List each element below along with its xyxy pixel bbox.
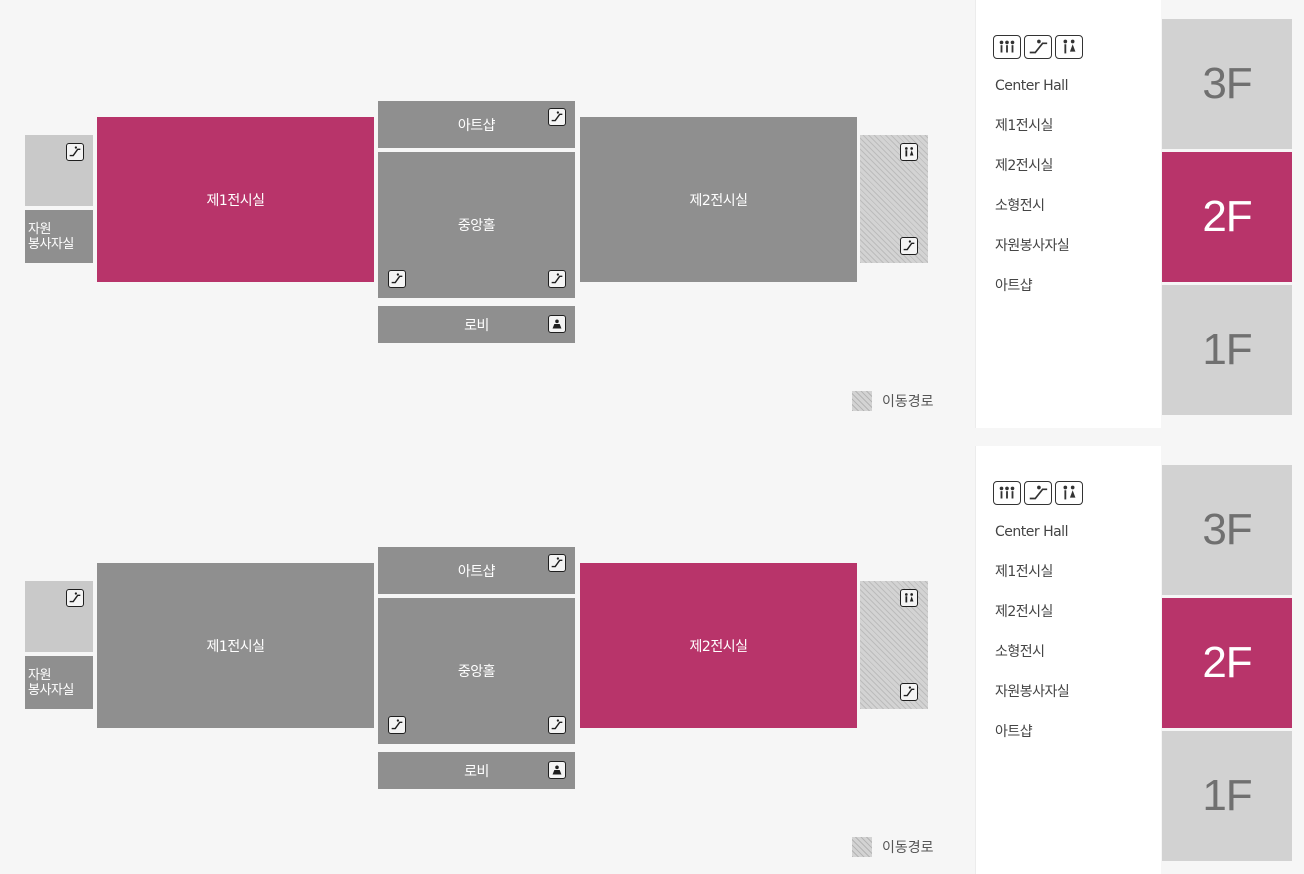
floor-button-3f[interactable]: 3F (1162, 19, 1292, 149)
floor-map-panel-1: 자원 봉사자실 제1전시실 아트샵 중앙홀 로비 제2전시실 이동경로 Cent… (0, 0, 1304, 428)
legend: 이동경로 (852, 837, 934, 857)
escalator-icon (1024, 481, 1052, 505)
escalator-area-west (25, 135, 93, 206)
legend-swatch (852, 837, 872, 857)
info-desk-icon (548, 315, 566, 333)
floor-map-panel-2: 자원 봉사자실 제1전시실 아트샵 중앙홀 로비 제2전시실 이동경로 Cent… (0, 446, 1304, 874)
central-hall[interactable]: 중앙홀 (378, 598, 575, 744)
art-shop[interactable]: 아트샵 (378, 101, 575, 148)
floor-info-item: 제2전시실 (995, 158, 1053, 174)
art-shop-label: 아트샵 (457, 117, 496, 134)
escalator-icon (900, 683, 918, 701)
exhibit-room-1[interactable]: 제1전시실 (97, 117, 374, 282)
legend-label: 이동경로 (882, 840, 934, 856)
floor-info-sidebar (976, 0, 1161, 428)
legend-swatch (852, 391, 872, 411)
floor-info-list: Center Hall 제1전시실 제2전시실 소형전시 자원봉사자실 아트샵 (995, 76, 1070, 316)
lobby-label: 로비 (464, 763, 489, 780)
central-hall-label: 중앙홀 (457, 664, 496, 680)
legend-label: 이동경로 (882, 394, 934, 410)
escalator-icon (66, 143, 84, 161)
floor-info-item: 제1전시실 (995, 564, 1053, 580)
restroom-icon (900, 143, 918, 161)
lobby[interactable]: 로비 (378, 752, 575, 789)
restroom-icon (900, 589, 918, 607)
movement-path-area (860, 581, 928, 709)
exhibit-room-1[interactable]: 제1전시실 (97, 563, 374, 728)
escalator-icon (548, 270, 566, 288)
group-restroom-icon (993, 35, 1021, 59)
escalator-icon (66, 589, 84, 607)
central-hall-label: 중앙홀 (457, 218, 496, 234)
floor-selector: 3F 2F 1F (1162, 19, 1292, 418)
escalator-icon (900, 237, 918, 255)
group-restroom-icon (993, 481, 1021, 505)
escalator-icon (1024, 35, 1052, 59)
floor-info-item: 아트샵 (995, 724, 1033, 740)
floor-info-sidebar (976, 446, 1161, 874)
escalator-area-west (25, 581, 93, 652)
floor-button-1f[interactable]: 1F (1162, 731, 1292, 861)
floor-info-item: 자원봉사자실 (995, 238, 1070, 254)
divider (975, 0, 976, 428)
escalator-icon (548, 716, 566, 734)
floor-info-item: 아트샵 (995, 278, 1033, 294)
floor-button-1f[interactable]: 1F (1162, 285, 1292, 415)
floor-info-item: 소형전시 (995, 644, 1045, 660)
movement-path-area (860, 135, 928, 263)
escalator-icon (388, 270, 406, 288)
floor-info-item: 제2전시실 (995, 604, 1053, 620)
divider (975, 446, 976, 874)
info-desk-icon (548, 761, 566, 779)
floor-info-item: Center Hall (995, 524, 1068, 540)
escalator-icon (548, 108, 566, 126)
restroom-icon (1055, 35, 1083, 59)
escalator-icon (548, 554, 566, 572)
floor-button-2f[interactable]: 2F (1162, 598, 1292, 728)
art-shop[interactable]: 아트샵 (378, 547, 575, 594)
floor-info-item: 제1전시실 (995, 118, 1053, 134)
volunteer-room[interactable]: 자원 봉사자실 (25, 656, 93, 709)
lobby-label: 로비 (464, 317, 489, 334)
facility-icons (993, 35, 1083, 59)
floor-button-3f[interactable]: 3F (1162, 465, 1292, 595)
volunteer-room[interactable]: 자원 봉사자실 (25, 210, 93, 263)
exhibit-room-2[interactable]: 제2전시실 (580, 563, 857, 728)
exhibit-room-2[interactable]: 제2전시실 (580, 117, 857, 282)
facility-icons (993, 481, 1083, 505)
floor-info-item: Center Hall (995, 78, 1068, 94)
escalator-icon (388, 716, 406, 734)
floor-selector: 3F 2F 1F (1162, 465, 1292, 864)
floor-info-item: 소형전시 (995, 198, 1045, 214)
floor-button-2f[interactable]: 2F (1162, 152, 1292, 282)
floor-info-item: 자원봉사자실 (995, 684, 1070, 700)
central-hall[interactable]: 중앙홀 (378, 152, 575, 298)
lobby[interactable]: 로비 (378, 306, 575, 343)
legend: 이동경로 (852, 391, 934, 411)
restroom-icon (1055, 481, 1083, 505)
art-shop-label: 아트샵 (457, 563, 496, 580)
floor-info-list: Center Hall 제1전시실 제2전시실 소형전시 자원봉사자실 아트샵 (995, 522, 1070, 762)
